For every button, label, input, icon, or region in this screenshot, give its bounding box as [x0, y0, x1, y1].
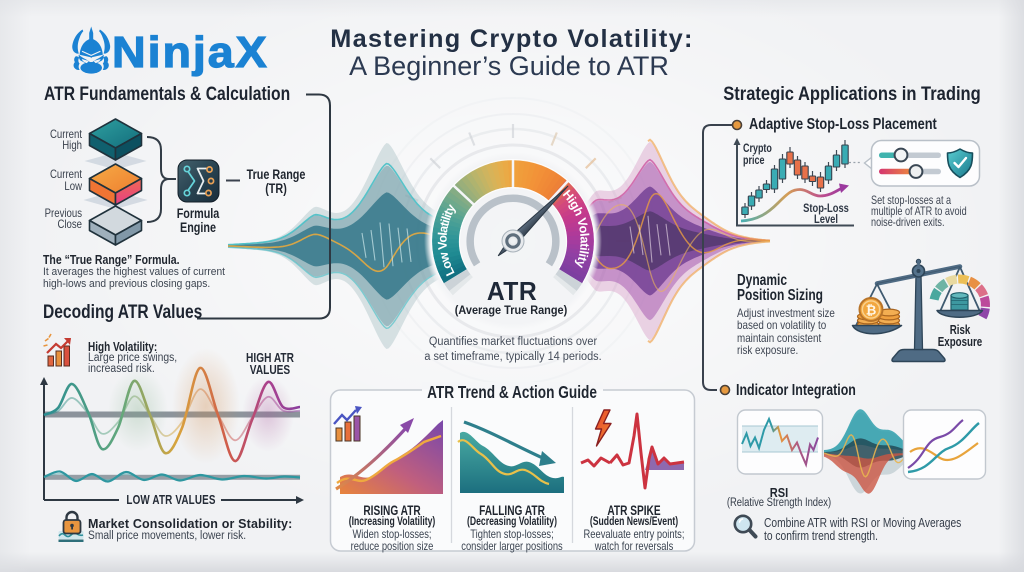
svg-text:₿: ₿: [866, 303, 877, 318]
